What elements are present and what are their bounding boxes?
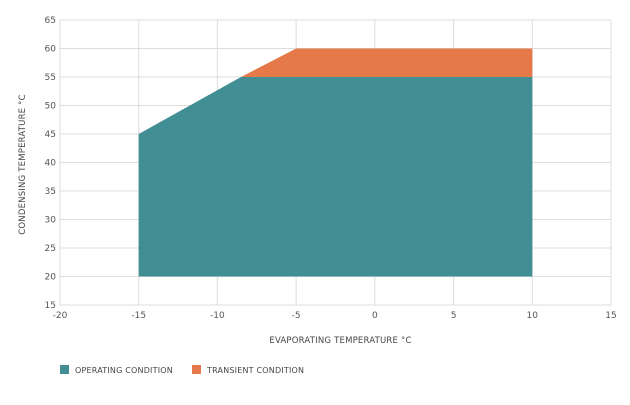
x-axis-title: EVAPORATING TEMPERATURE °C: [269, 336, 411, 346]
x-tick-label: 10: [527, 311, 539, 321]
y-tick-label: 60: [45, 45, 57, 55]
envelope-areas: [138, 48, 533, 277]
legend-swatch-operating: [60, 365, 69, 374]
x-tick-label: -15: [131, 311, 146, 321]
x-tick-label: -20: [53, 311, 68, 321]
x-tick-label: -10: [210, 311, 225, 321]
y-tick-label: 15: [45, 301, 56, 311]
y-tick-label: 45: [45, 130, 56, 140]
x-tick-label: -5: [292, 311, 301, 321]
y-tick-label: 40: [45, 159, 57, 169]
y-tick-label: 55: [45, 73, 56, 83]
y-tick-labels: 15 20 25 30 35 40 45 50 55 60 65: [45, 16, 57, 311]
x-tick-labels: -20 -15 -10 -5 0 5 10 15: [53, 311, 617, 321]
x-tick-label: 0: [372, 311, 378, 321]
y-tick-label: 35: [45, 187, 56, 197]
legend-swatch-transient: [192, 365, 201, 374]
legend-label-operating: OPERATING CONDITION: [75, 366, 173, 375]
y-tick-label: 20: [45, 273, 57, 283]
area-transient-condition: [241, 48, 533, 77]
y-axis-title: CONDENSING TEMPERATURE °C: [18, 94, 28, 235]
legend: OPERATING CONDITION TRANSIENT CONDITION: [60, 365, 304, 375]
y-tick-label: 65: [45, 16, 56, 26]
x-tick-label: 5: [451, 311, 457, 321]
area-operating-condition: [138, 77, 533, 277]
y-tick-label: 30: [45, 216, 57, 226]
y-tick-label: 50: [45, 102, 57, 112]
y-tick-label: 25: [45, 244, 56, 254]
legend-label-transient: TRANSIENT CONDITION: [206, 366, 304, 375]
x-tick-label: 15: [605, 311, 616, 321]
